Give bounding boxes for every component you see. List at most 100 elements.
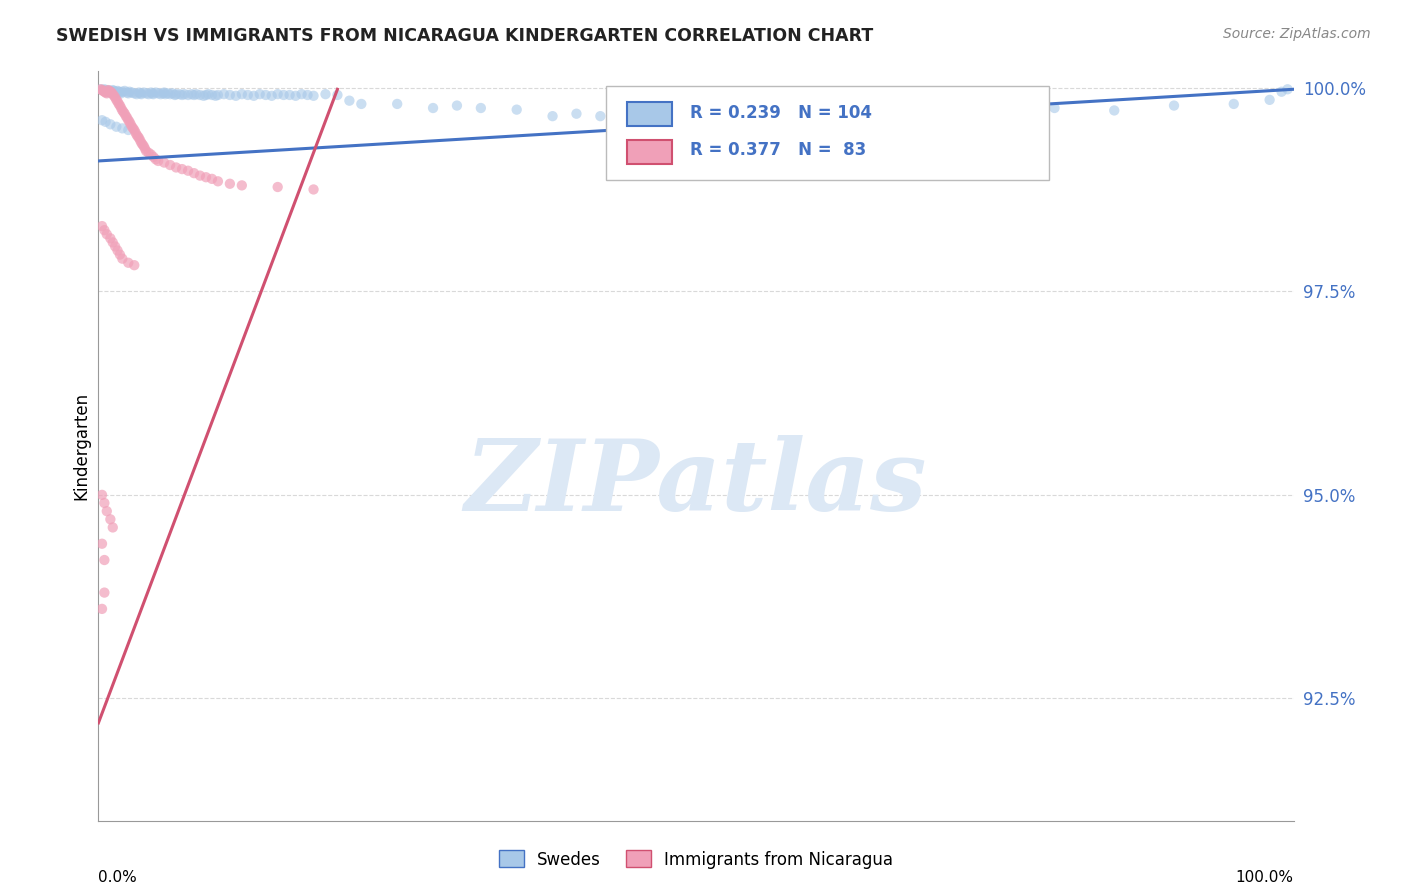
Point (924, 105, 946, 120)
Point (153, 155, 176, 169)
Point (212, 87, 235, 102)
Point (195, 170, 218, 185)
Point (422, 101, 444, 115)
Point (152, 87, 174, 101)
Point (93, 496, 115, 510)
Point (105, 120, 128, 134)
FancyBboxPatch shape (627, 139, 672, 163)
Point (138, 87, 160, 102)
Point (108, 86, 131, 100)
Y-axis label: Kindergarten: Kindergarten (72, 392, 90, 500)
Point (201, 172, 224, 186)
Point (865, 106, 887, 120)
Point (236, 87, 259, 102)
Point (110, 101, 132, 115)
Point (108, 98, 131, 112)
Point (142, 150, 165, 164)
Point (98, 84, 121, 98)
Point (197, 87, 219, 102)
Point (111, 85, 134, 99)
Point (118, 115, 141, 129)
Point (104, 239, 127, 253)
Point (91, 83, 114, 97)
Point (96, 87, 118, 101)
Point (98, 86, 121, 100)
Point (172, 87, 194, 102)
Point (172, 162, 194, 177)
Point (125, 87, 148, 102)
Point (104, 85, 127, 99)
Point (124, 258, 146, 272)
FancyBboxPatch shape (627, 102, 672, 126)
Point (101, 520, 124, 534)
Point (97, 83, 120, 97)
Text: R = 0.239   N = 104: R = 0.239 N = 104 (690, 103, 872, 121)
Point (91, 488, 114, 502)
Point (131, 87, 153, 102)
Point (589, 109, 612, 123)
Point (105, 93, 128, 107)
Point (207, 174, 229, 188)
Point (249, 87, 271, 102)
Point (207, 87, 229, 102)
Point (93, 585, 115, 599)
Point (148, 153, 170, 168)
Point (128, 131, 150, 145)
Point (101, 87, 124, 102)
Point (122, 121, 145, 136)
Point (93, 82, 115, 96)
Point (278, 87, 301, 102)
FancyBboxPatch shape (606, 87, 1049, 180)
Point (107, 244, 129, 258)
Point (153, 86, 176, 100)
Point (94, 115, 117, 129)
Point (685, 105, 707, 120)
Point (267, 180, 290, 194)
Point (127, 129, 149, 144)
Point (169, 87, 191, 102)
Point (326, 87, 349, 102)
Point (120, 117, 142, 131)
Point (104, 90, 127, 104)
Point (260, 88, 283, 103)
Point (139, 86, 162, 100)
Point (804, 105, 827, 120)
Point (385, 97, 409, 112)
Text: 0.0%: 0.0% (98, 870, 138, 885)
Point (114, 106, 136, 120)
Text: SWEDISH VS IMMIGRANTS FROM NICARAGUA KINDERGARTEN CORRELATION CHART: SWEDISH VS IMMIGRANTS FROM NICARAGUA KIN… (56, 27, 873, 45)
Point (302, 88, 325, 103)
Point (1258, 93, 1281, 107)
Point (219, 87, 242, 102)
Point (115, 86, 138, 100)
Point (110, 87, 132, 101)
Point (117, 123, 139, 137)
Point (1163, 98, 1185, 112)
Point (183, 87, 205, 102)
Point (139, 147, 162, 161)
Point (1043, 101, 1066, 115)
Point (155, 87, 177, 102)
Point (565, 106, 588, 120)
Point (745, 106, 768, 120)
Point (1223, 97, 1246, 112)
Point (188, 169, 211, 183)
Point (195, 87, 218, 102)
Text: ZIPatlas: ZIPatlas (465, 435, 927, 532)
Point (117, 87, 139, 101)
Point (291, 87, 314, 102)
Point (117, 256, 139, 270)
Point (1104, 103, 1126, 118)
Point (315, 87, 337, 102)
Point (135, 87, 157, 101)
Point (125, 128, 148, 142)
Point (98, 85, 122, 99)
Point (96, 85, 118, 99)
Point (177, 163, 200, 178)
Point (94, 86, 117, 100)
Point (112, 105, 135, 120)
Text: Source: ZipAtlas.com: Source: ZipAtlas.com (1223, 27, 1371, 41)
Point (107, 95, 129, 109)
Point (103, 84, 125, 98)
Point (173, 87, 195, 102)
